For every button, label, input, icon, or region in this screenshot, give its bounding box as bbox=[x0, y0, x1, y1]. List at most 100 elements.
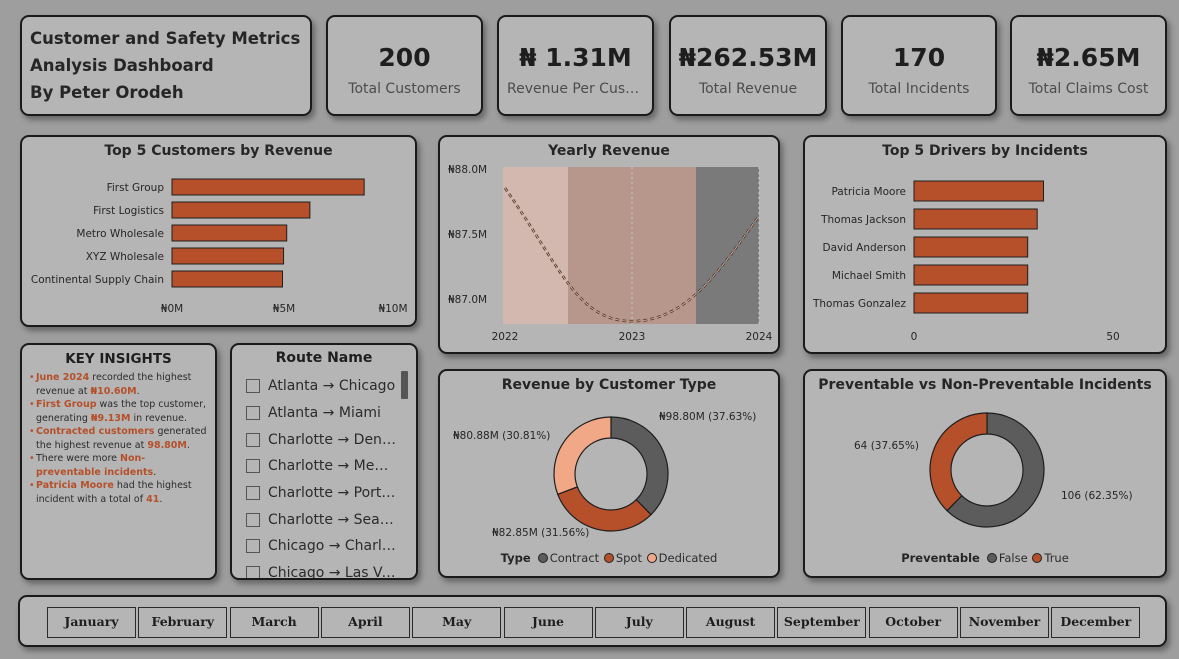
slicer-scrollbar[interactable] bbox=[401, 371, 408, 399]
x-tick-label: 2024 bbox=[746, 331, 773, 343]
month-button-july[interactable]: July bbox=[594, 607, 684, 638]
route-name-slicer[interactable]: Route Name Atlanta → Chicago Atlanta → Mi… bbox=[230, 343, 418, 580]
route-item[interactable]: Charlotte → Memp... bbox=[246, 453, 398, 480]
legend-swatch bbox=[1032, 553, 1043, 563]
legend-label: Spot bbox=[615, 551, 642, 565]
bar[interactable] bbox=[171, 224, 288, 242]
top-customers-chart-card[interactable]: Top 5 Customers by Revenue ₦0M ₦5M ₦10M … bbox=[20, 135, 417, 327]
month-button-november[interactable]: November bbox=[960, 607, 1049, 638]
dashboard-author: By Peter Orodeh bbox=[30, 83, 184, 102]
donut-slice[interactable] bbox=[556, 486, 652, 532]
checkbox[interactable] bbox=[246, 566, 260, 578]
revenue-by-type-chart-card[interactable]: Revenue by Customer Type ₦98.80M (37.63%… bbox=[438, 369, 780, 578]
bar[interactable] bbox=[913, 264, 1029, 286]
kpi-value: ₦262.53M bbox=[678, 43, 818, 72]
bar[interactable] bbox=[171, 270, 283, 288]
dashboard-title-line1: Customer and Safety Metrics bbox=[30, 29, 301, 48]
month-button-february[interactable]: February bbox=[138, 607, 228, 638]
month-button-june[interactable]: June bbox=[503, 607, 593, 638]
x-tick-label: 2022 bbox=[492, 331, 519, 343]
kpi-label: Total Customers bbox=[348, 81, 461, 97]
chart-title: Revenue by Customer Type bbox=[501, 377, 717, 393]
insight-item: Patricia Moore had the highest incident … bbox=[29, 479, 207, 506]
bar[interactable] bbox=[171, 247, 285, 265]
category-label: Thomas Jackson bbox=[820, 214, 906, 226]
legend-label: Dedicated bbox=[658, 551, 718, 565]
category-label: Michael Smith bbox=[832, 270, 906, 282]
bar[interactable] bbox=[913, 292, 1029, 314]
route-item[interactable]: Charlotte → Seattle bbox=[246, 506, 398, 533]
yearly-revenue-chart-card[interactable]: Yearly Revenue ₦88.0M ₦87.5M ₦87.0M 2022… bbox=[438, 135, 780, 354]
route-item[interactable]: Atlanta → Chicago bbox=[246, 373, 398, 400]
donut-slice[interactable] bbox=[946, 412, 1045, 528]
kpi-revenue-per-customer[interactable]: ₦ 1.31M Revenue Per Custo... bbox=[497, 15, 654, 116]
insights-list: June 2024 recorded the highest revenue a… bbox=[29, 371, 207, 506]
checkbox[interactable] bbox=[246, 406, 260, 421]
checkbox[interactable] bbox=[246, 539, 260, 554]
kpi-label: Revenue Per Custo... bbox=[507, 81, 644, 97]
x-tick-label: 50 bbox=[1106, 331, 1119, 343]
month-slicer: January February March April May June July Augu… bbox=[18, 595, 1167, 647]
kpi-total-revenue[interactable]: ₦262.53M Total Revenue bbox=[669, 15, 827, 116]
route-item[interactable]: Charlotte → Portland bbox=[246, 480, 398, 507]
donut-slice[interactable] bbox=[553, 416, 612, 496]
chart-title: Preventable vs Non-Preventable Incidents bbox=[818, 377, 1152, 393]
top-drivers-chart-card[interactable]: Top 5 Drivers by Incidents 0 50 Patricia… bbox=[803, 135, 1167, 354]
route-item[interactable]: Atlanta → Miami bbox=[246, 400, 398, 427]
chart-legend: Preventable False True bbox=[901, 551, 1069, 565]
revenue-by-type-donut: ₦98.80M (37.63%) ₦82.85M (31.56%) ₦80.88… bbox=[453, 411, 756, 539]
kpi-total-customers[interactable]: 200 Total Customers bbox=[326, 15, 483, 116]
bar[interactable] bbox=[171, 201, 311, 219]
kpi-label: Total Revenue bbox=[698, 81, 798, 97]
chart-title: Top 5 Customers by Revenue bbox=[104, 143, 333, 159]
month-button-december[interactable]: December bbox=[1051, 607, 1141, 638]
month-button-august[interactable]: August bbox=[686, 607, 776, 638]
bar[interactable] bbox=[171, 178, 365, 196]
dashboard-title-card: Customer and Safety Metrics Analysis Das… bbox=[20, 15, 312, 116]
checkbox[interactable] bbox=[246, 432, 260, 447]
slice-data-label: 106 (62.35%) bbox=[1061, 490, 1133, 502]
checkbox[interactable] bbox=[246, 379, 260, 394]
bar[interactable] bbox=[913, 208, 1038, 230]
x-tick-label: ₦10M bbox=[378, 303, 407, 315]
slice-data-label: ₦98.80M (37.63%) bbox=[659, 411, 756, 423]
preventable-incidents-donut: 106 (62.35%) 64 (37.65%) bbox=[854, 412, 1133, 528]
checkbox[interactable] bbox=[246, 486, 260, 501]
bar[interactable] bbox=[913, 236, 1029, 258]
category-label: David Anderson bbox=[823, 242, 906, 254]
kpi-total-claims-cost[interactable]: ₦2.65M Total Claims Cost bbox=[1010, 15, 1167, 116]
donut-slice[interactable] bbox=[929, 412, 988, 512]
insight-item: There were more Non-preventable incident… bbox=[29, 452, 207, 479]
route-label: Atlanta → Miami bbox=[268, 405, 381, 422]
month-button-january[interactable]: January bbox=[47, 607, 136, 638]
month-button-october[interactable]: October bbox=[868, 607, 958, 638]
legend-swatch bbox=[537, 553, 548, 563]
month-button-may[interactable]: May bbox=[412, 607, 502, 638]
x-tick-label: 2023 bbox=[619, 331, 646, 343]
route-item[interactable]: Chicago → Charlotte bbox=[246, 533, 398, 560]
checkbox[interactable] bbox=[246, 512, 260, 527]
month-button-april[interactable]: April bbox=[320, 607, 410, 638]
month-button-september[interactable]: September bbox=[777, 607, 867, 638]
kpi-value: ₦2.65M bbox=[1036, 43, 1141, 72]
slicer-title: Route Name bbox=[275, 350, 373, 366]
revenue-line-highlight bbox=[504, 187, 760, 322]
route-item[interactable]: Charlotte → Denver bbox=[246, 426, 398, 453]
kpi-total-incidents[interactable]: 170 Total Incidents bbox=[841, 15, 997, 116]
yearly-revenue-chart: ₦88.0M ₦87.5M ₦87.0M 2022 2023 2024 bbox=[448, 164, 773, 343]
slice-data-label: ₦82.85M (31.56%) bbox=[492, 527, 589, 539]
bar[interactable] bbox=[913, 180, 1045, 202]
legend-swatch bbox=[646, 553, 657, 563]
route-item[interactable]: Chicago → Las Vegas bbox=[246, 560, 398, 578]
kpi-label: Total Claims Cost bbox=[1028, 81, 1149, 97]
category-label: XYZ Wholesale bbox=[86, 251, 164, 263]
category-label: First Logistics bbox=[93, 205, 164, 217]
dashboard-title-line2: Analysis Dashboard bbox=[30, 56, 214, 75]
kpi-value: ₦ 1.31M bbox=[519, 43, 632, 72]
month-button-march[interactable]: March bbox=[229, 607, 319, 638]
donut-slice[interactable] bbox=[610, 416, 669, 516]
y-tick-label: ₦87.5M bbox=[448, 229, 487, 241]
checkbox[interactable] bbox=[246, 459, 260, 474]
route-label: Atlanta → Chicago bbox=[268, 378, 396, 395]
preventable-incidents-chart-card[interactable]: Preventable vs Non-Preventable Incidents… bbox=[803, 369, 1167, 578]
